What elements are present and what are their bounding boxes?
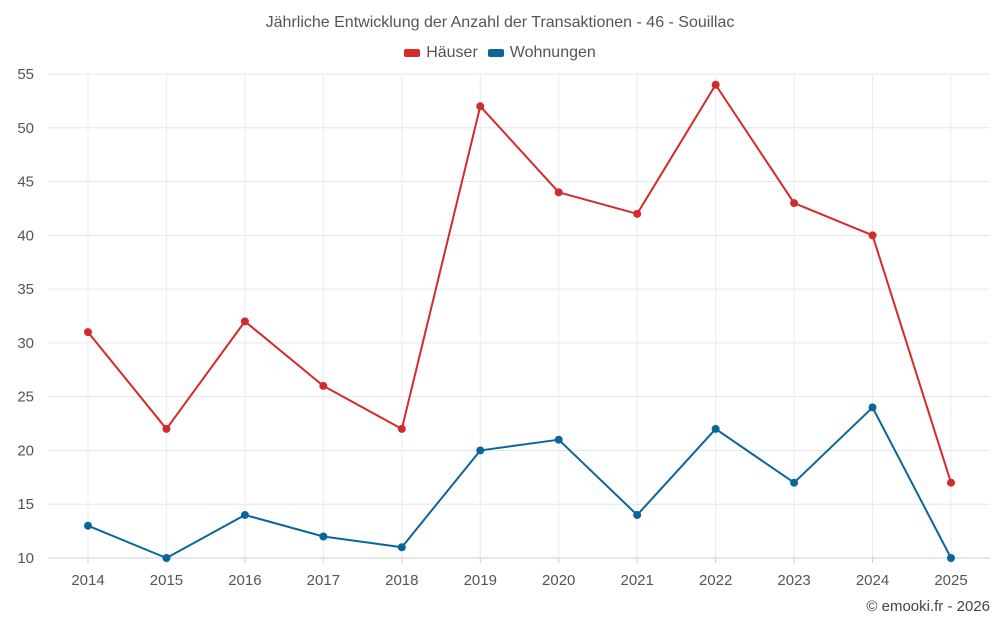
data-point-wohnungen[interactable] — [476, 446, 485, 455]
data-point-haeuser[interactable] — [319, 381, 328, 390]
y-tick-label: 25 — [17, 389, 34, 406]
data-point-wohnungen[interactable] — [162, 554, 171, 562]
x-tick-label: 2020 — [542, 572, 575, 589]
data-point-haeuser[interactable] — [711, 80, 720, 89]
y-tick-label: 55 — [17, 66, 34, 83]
data-point-wohnungen[interactable] — [947, 554, 955, 562]
y-tick-label: 50 — [17, 120, 34, 137]
data-point-wohnungen[interactable] — [868, 403, 877, 412]
data-point-haeuser[interactable] — [240, 317, 249, 326]
legend: Häuser Wohnungen — [0, 44, 1000, 62]
y-tick-label: 35 — [17, 281, 34, 298]
x-tick-label: 2015 — [150, 572, 183, 589]
data-point-haeuser[interactable] — [476, 102, 485, 111]
x-tick-label: 2021 — [620, 572, 653, 589]
x-tick-label: 2018 — [385, 572, 418, 589]
data-point-wohnungen[interactable] — [240, 510, 249, 519]
credit-text: © emooki.fr - 2026 — [866, 598, 990, 615]
legend-swatch-wohnungen — [487, 49, 504, 57]
data-point-wohnungen[interactable] — [790, 478, 799, 487]
chart-title: Jährliche Entwicklung der Anzahl der Tra… — [265, 14, 735, 31]
x-tick-label: 2024 — [856, 572, 889, 589]
y-tick-label: 30 — [17, 335, 34, 352]
grid-lines — [48, 73, 990, 559]
data-point-wohnungen[interactable] — [554, 435, 563, 444]
legend-label-wohnungen: Wohnungen — [509, 44, 596, 61]
y-tick-label: 45 — [17, 174, 34, 191]
x-tick-label: 2016 — [228, 572, 261, 589]
data-point-haeuser[interactable] — [868, 231, 877, 240]
series-line-haeuser — [87, 83, 952, 484]
data-point-haeuser[interactable] — [84, 328, 92, 337]
x-tick-labels: 2014 2015 2016 2017 2018 2019 2020 2021 2022 2023… — [71, 572, 967, 589]
legend-swatch-haeuser — [404, 49, 421, 57]
series-line-wohnungen — [87, 406, 952, 559]
x-tick-label: 2022 — [699, 572, 732, 589]
data-point-haeuser[interactable] — [554, 188, 563, 197]
data-point-wohnungen[interactable] — [633, 510, 642, 519]
x-tick-label: 2025 — [934, 572, 967, 589]
x-tick-label: 2023 — [777, 572, 810, 589]
y-tick-label: 40 — [17, 227, 34, 244]
data-point-wohnungen[interactable] — [84, 521, 92, 530]
y-tick-label: 15 — [17, 496, 34, 513]
legend-label-haeuser: Häuser — [426, 44, 478, 61]
axes — [48, 557, 990, 563]
series-group — [84, 80, 955, 562]
data-point-wohnungen[interactable] — [319, 532, 328, 541]
x-tick-label: 2019 — [464, 572, 497, 589]
y-tick-label: 10 — [17, 550, 34, 567]
data-point-haeuser[interactable] — [947, 478, 955, 487]
data-point-wohnungen[interactable] — [711, 424, 720, 433]
data-point-haeuser[interactable] — [162, 424, 171, 433]
data-point-haeuser[interactable] — [633, 209, 642, 218]
data-point-haeuser[interactable] — [790, 199, 799, 208]
data-point-haeuser[interactable] — [397, 424, 406, 433]
x-tick-label: 2017 — [307, 572, 340, 589]
x-tick-label: 2014 — [71, 572, 104, 589]
y-tick-labels: 10 15 20 25 30 35 40 45 50 55 — [17, 66, 34, 567]
y-tick-label: 20 — [17, 442, 34, 459]
legend-item-haeuser[interactable]: Häuser — [404, 44, 478, 62]
data-point-wohnungen[interactable] — [397, 543, 406, 552]
legend-item-wohnungen[interactable]: Wohnungen — [487, 44, 596, 62]
